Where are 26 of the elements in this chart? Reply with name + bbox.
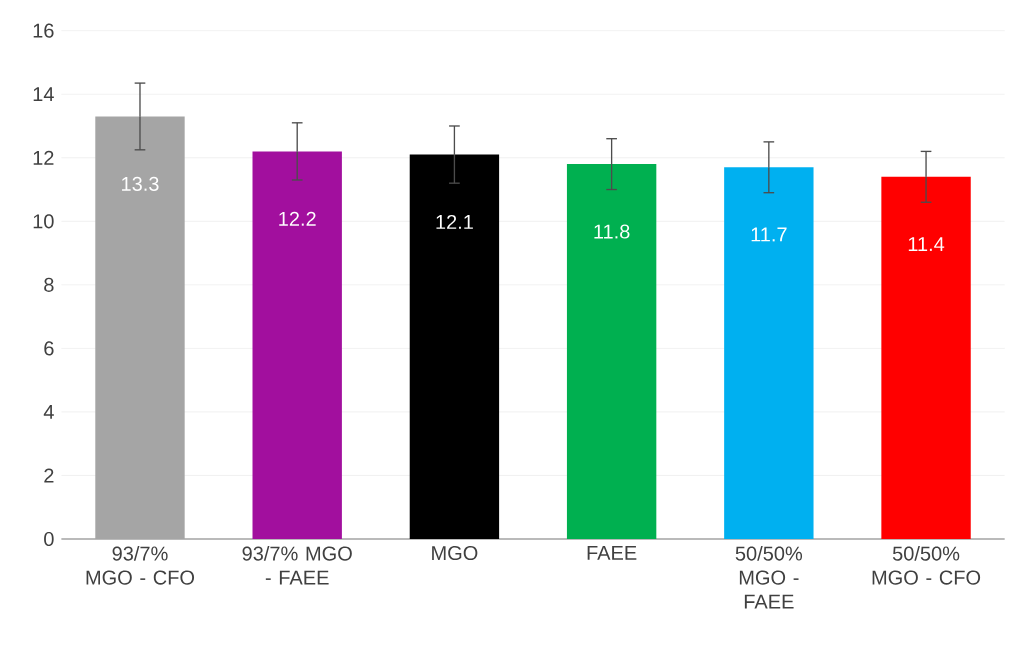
y-tick-label: 4 <box>43 404 54 419</box>
data-label: 11.8 <box>594 224 630 239</box>
data-label: 11.4 <box>908 236 945 251</box>
bar <box>724 167 814 539</box>
x-tick-label: 50/50% MGO - CFO <box>872 545 981 585</box>
y-tick-label: 6 <box>44 341 54 356</box>
x-tick-label: 93/7% MGO - FAEE <box>242 545 352 585</box>
x-tick-label: 50/50% MGO - FAEE <box>735 545 803 609</box>
x-tick-label: FAEE <box>587 545 637 560</box>
bar <box>252 151 342 539</box>
data-label: 12.1 <box>436 214 473 229</box>
data-label: 12.2 <box>279 211 316 226</box>
bar <box>881 176 971 539</box>
y-tick-label: 0 <box>44 531 54 546</box>
x-tick-label: 93/7% MGO - CFO <box>86 545 195 585</box>
y-tick-label: 16 <box>33 23 54 38</box>
y-tick-label: 8 <box>44 277 54 292</box>
bar <box>566 163 657 539</box>
bar <box>409 154 500 539</box>
y-tick-label: 12 <box>33 150 54 165</box>
x-tick-label: MGO <box>432 545 478 560</box>
y-tick-label: 2 <box>44 468 54 483</box>
y-tick-label: 14 <box>33 87 54 101</box>
data-label: 13.3 <box>122 176 159 191</box>
y-tick-label: 10 <box>33 214 54 229</box>
data-label: 11.7 <box>751 227 787 242</box>
